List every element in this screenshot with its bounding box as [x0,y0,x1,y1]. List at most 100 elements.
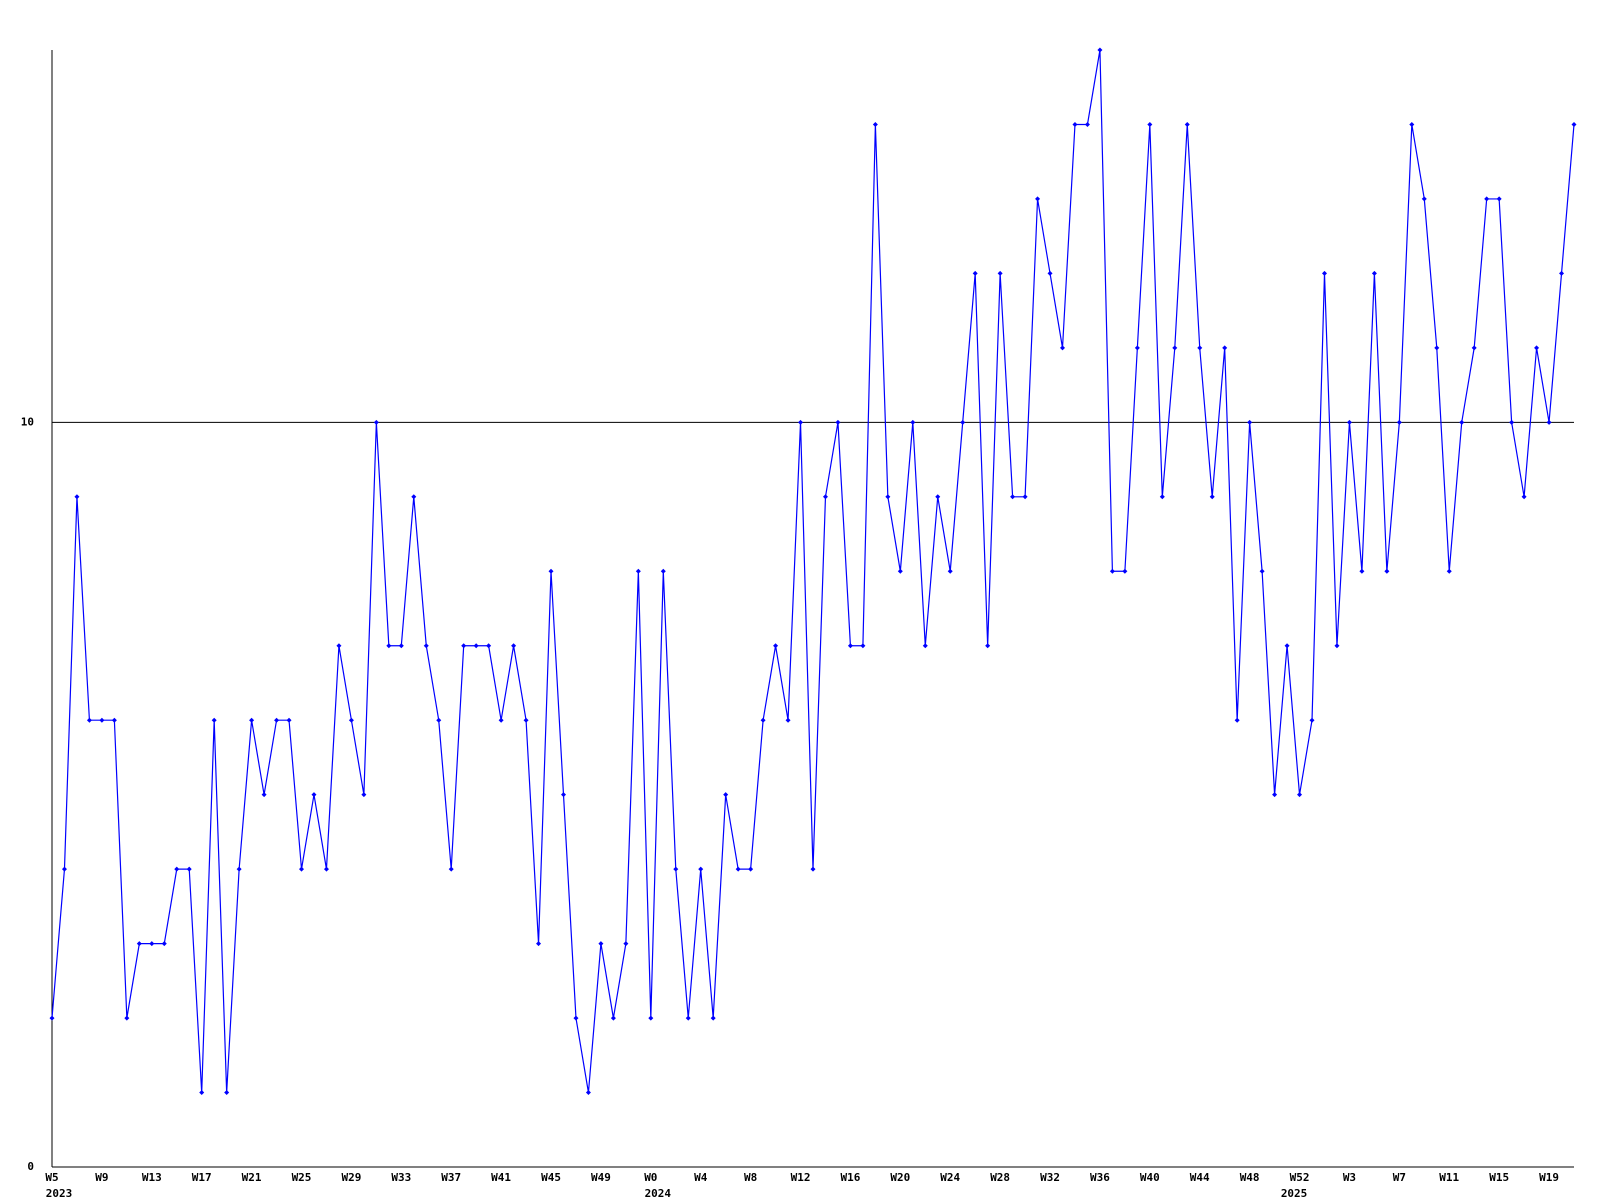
point [436,717,442,723]
point [373,419,379,425]
point [1097,47,1103,53]
x-year-label: 2025 [1281,1187,1308,1200]
point [461,643,467,649]
x-tick-label: W32 [1040,1171,1060,1184]
point [1509,419,1515,425]
point [610,1015,616,1021]
point [498,717,504,723]
point [274,717,280,723]
point [486,643,492,649]
point [448,866,454,872]
point [161,941,167,947]
point [174,866,180,872]
point [1471,345,1477,351]
x-tick-label: W11 [1439,1171,1459,1184]
point [735,866,741,872]
point [1434,345,1440,351]
point [311,792,317,798]
point [1521,494,1527,500]
x-tick-label: W28 [990,1171,1010,1184]
x-tick-label: W24 [940,1171,960,1184]
point [1309,717,1315,723]
x-tick-label: W25 [292,1171,312,1184]
point [822,494,828,500]
point [361,792,367,798]
point [1409,121,1415,127]
point [348,717,354,723]
point [835,419,841,425]
point [336,643,342,649]
x-tick-label: W7 [1393,1171,1406,1184]
point [1571,121,1577,127]
point [124,1015,130,1021]
x-tick-label: W33 [391,1171,411,1184]
x-tick-label: W19 [1539,1171,1559,1184]
point [1259,568,1265,574]
point [1496,196,1502,202]
point [623,941,629,947]
x-tick-label: W29 [341,1171,361,1184]
x-tick-label: W16 [840,1171,860,1184]
point [1272,792,1278,798]
point [1209,494,1215,500]
point [523,717,529,723]
point [1084,121,1090,127]
x-tick-label: W49 [591,1171,611,1184]
point [773,643,779,649]
x-year-label: 2023 [46,1187,73,1200]
point [1122,568,1128,574]
point [536,941,542,947]
point [1060,345,1066,351]
point [1159,494,1165,500]
point [1022,494,1028,500]
point [997,270,1003,276]
x-tick-label: W40 [1140,1171,1160,1184]
point [411,494,417,500]
point [1072,121,1078,127]
x-tick-label: W37 [441,1171,461,1184]
x-tick-label: W15 [1489,1171,1509,1184]
point [860,643,866,649]
point [386,643,392,649]
x-tick-label: W41 [491,1171,511,1184]
point [685,1015,691,1021]
point [1172,345,1178,351]
point [960,419,966,425]
point [1421,196,1427,202]
point [760,717,766,723]
point [548,568,554,574]
point [61,866,67,872]
point [673,866,679,872]
point [798,419,804,425]
point [1297,792,1303,798]
x-tick-label: W8 [744,1171,757,1184]
x-year-label: 2024 [645,1187,672,1200]
point [149,941,155,947]
point [1334,643,1340,649]
x-tick-label: W0 [644,1171,657,1184]
point [74,494,80,500]
point [1384,568,1390,574]
point [473,643,479,649]
point [111,717,117,723]
point [249,717,255,723]
point [1184,121,1190,127]
point [1534,345,1540,351]
point [1234,717,1240,723]
y-tick-label: 0 [27,1160,34,1173]
point [186,866,192,872]
point [985,643,991,649]
point [847,643,853,649]
point [423,643,429,649]
x-tick-label: W17 [192,1171,212,1184]
point [1371,270,1377,276]
point [1047,270,1053,276]
point [1134,345,1140,351]
point [1396,419,1402,425]
point [1222,345,1228,351]
point [723,792,729,798]
point [1109,568,1115,574]
point [1284,643,1290,649]
point [199,1090,205,1096]
